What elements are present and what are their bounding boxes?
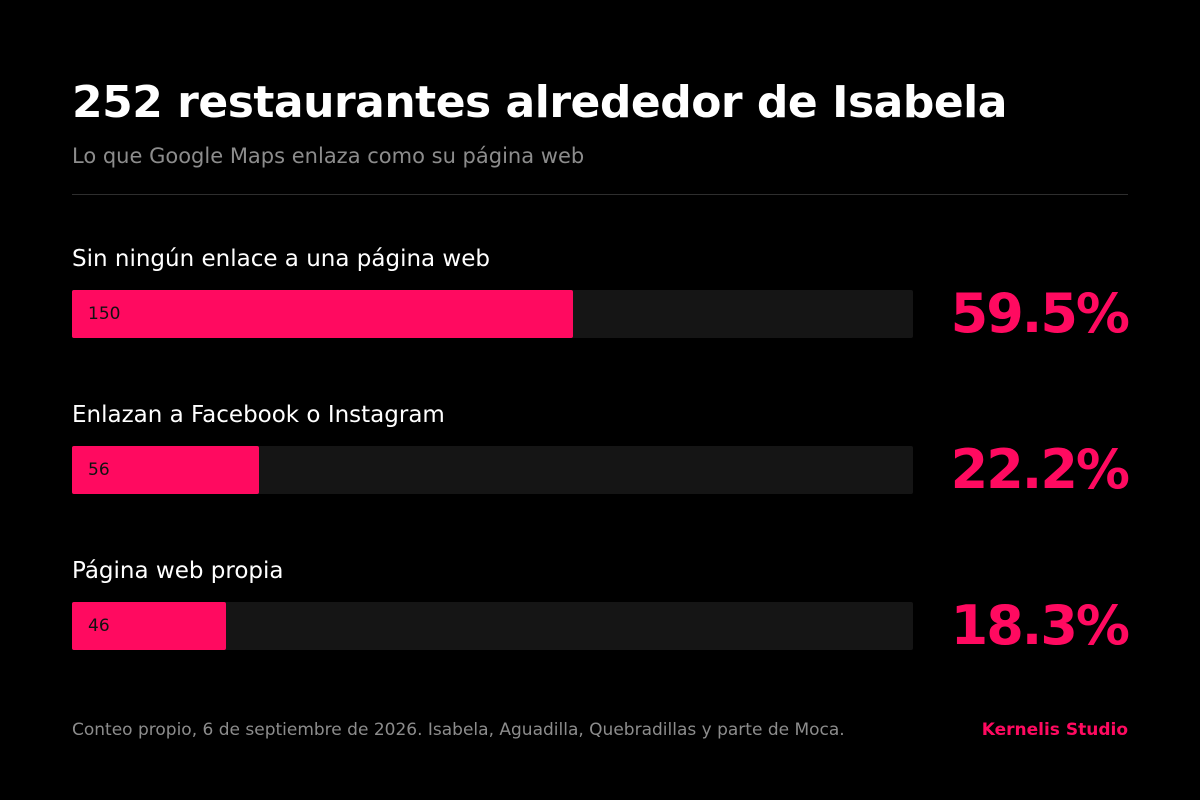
bar-label: Enlazan a Facebook o Instagram: [72, 402, 445, 428]
chart-subtitle: Lo que Google Maps enlaza como su página…: [72, 144, 585, 168]
bar-fill: [72, 290, 573, 338]
bar-row: Página web propia 46 18.3%: [72, 556, 1130, 666]
bar-count-label: 46: [88, 616, 110, 636]
header-divider: [72, 194, 1128, 195]
bar-track: 56: [72, 446, 913, 494]
brand-logo: Kernelis Studio: [981, 720, 1128, 740]
chart-title: 252 restaurantes alrededor de Isabela: [72, 77, 1007, 128]
bar-fill: [72, 602, 226, 650]
bar-row: Enlazan a Facebook o Instagram 56 22.2%: [72, 400, 1130, 510]
bar-label: Página web propia: [72, 558, 284, 584]
bar-count-label: 56: [88, 460, 110, 480]
bar-fill: [72, 446, 259, 494]
source-footnote: Conteo propio, 6 de septiembre de 2026. …: [72, 720, 845, 740]
bar-count-label: 150: [88, 304, 121, 324]
bar-row: Sin ningún enlace a una página web 150 5…: [72, 244, 1130, 354]
bar-percent-label: 59.5%: [950, 282, 1130, 345]
bar-label: Sin ningún enlace a una página web: [72, 246, 490, 272]
bar-track: 46: [72, 602, 913, 650]
bar-percent-label: 18.3%: [950, 594, 1130, 657]
bar-percent-label: 22.2%: [950, 438, 1130, 501]
bar-track: 150: [72, 290, 913, 338]
